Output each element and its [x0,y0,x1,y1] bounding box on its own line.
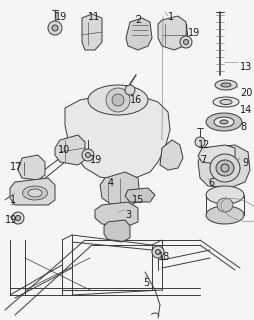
Ellipse shape [212,97,238,107]
Ellipse shape [22,186,47,200]
Ellipse shape [219,100,231,105]
Ellipse shape [28,189,42,197]
Polygon shape [124,188,154,202]
Text: 7: 7 [199,155,205,165]
Circle shape [52,25,58,31]
Polygon shape [100,172,139,205]
Text: 19: 19 [5,215,17,225]
Ellipse shape [220,83,230,87]
Circle shape [124,85,134,95]
Text: 6: 6 [207,178,213,188]
Ellipse shape [88,85,147,115]
Text: 8: 8 [239,122,245,132]
Polygon shape [157,16,187,50]
Polygon shape [125,18,151,50]
Text: 19: 19 [187,28,199,38]
Circle shape [82,149,94,161]
Ellipse shape [205,186,243,204]
Circle shape [106,88,130,112]
Text: 19: 19 [55,12,67,22]
Polygon shape [197,145,249,188]
Text: 17: 17 [10,162,22,172]
Circle shape [183,39,188,44]
Text: 3: 3 [124,210,131,220]
Ellipse shape [205,113,241,131]
Polygon shape [82,14,102,50]
Text: 1: 1 [167,12,173,22]
Polygon shape [104,220,130,242]
Circle shape [15,215,20,220]
Circle shape [12,212,24,224]
Text: 10: 10 [58,145,70,155]
Text: 2: 2 [134,15,141,25]
Polygon shape [65,95,169,180]
Ellipse shape [214,80,236,90]
Circle shape [48,21,62,35]
Polygon shape [159,140,182,170]
Text: 13: 13 [239,62,251,72]
Text: 20: 20 [239,88,251,98]
Text: 4: 4 [108,178,114,188]
Circle shape [151,246,163,258]
Circle shape [112,94,123,106]
Polygon shape [10,178,55,205]
Ellipse shape [205,206,243,224]
Text: 9: 9 [241,158,247,168]
Ellipse shape [215,160,233,176]
Text: 12: 12 [197,140,210,150]
Text: 14: 14 [239,105,251,115]
Polygon shape [197,145,234,165]
Circle shape [155,250,160,254]
Ellipse shape [209,154,239,182]
Ellipse shape [216,198,232,212]
Ellipse shape [219,120,227,124]
Text: 5: 5 [142,278,149,288]
Polygon shape [55,135,85,165]
Ellipse shape [213,117,233,127]
Circle shape [194,137,204,147]
Text: 18: 18 [157,252,170,262]
Text: 19: 19 [90,155,102,165]
Ellipse shape [220,164,228,172]
Text: 16: 16 [130,95,142,105]
Circle shape [179,36,191,48]
Text: 11: 11 [88,12,100,22]
Polygon shape [18,155,45,180]
Polygon shape [95,202,137,226]
Circle shape [85,153,90,157]
Text: 15: 15 [132,195,144,205]
Text: 1: 1 [10,195,16,205]
